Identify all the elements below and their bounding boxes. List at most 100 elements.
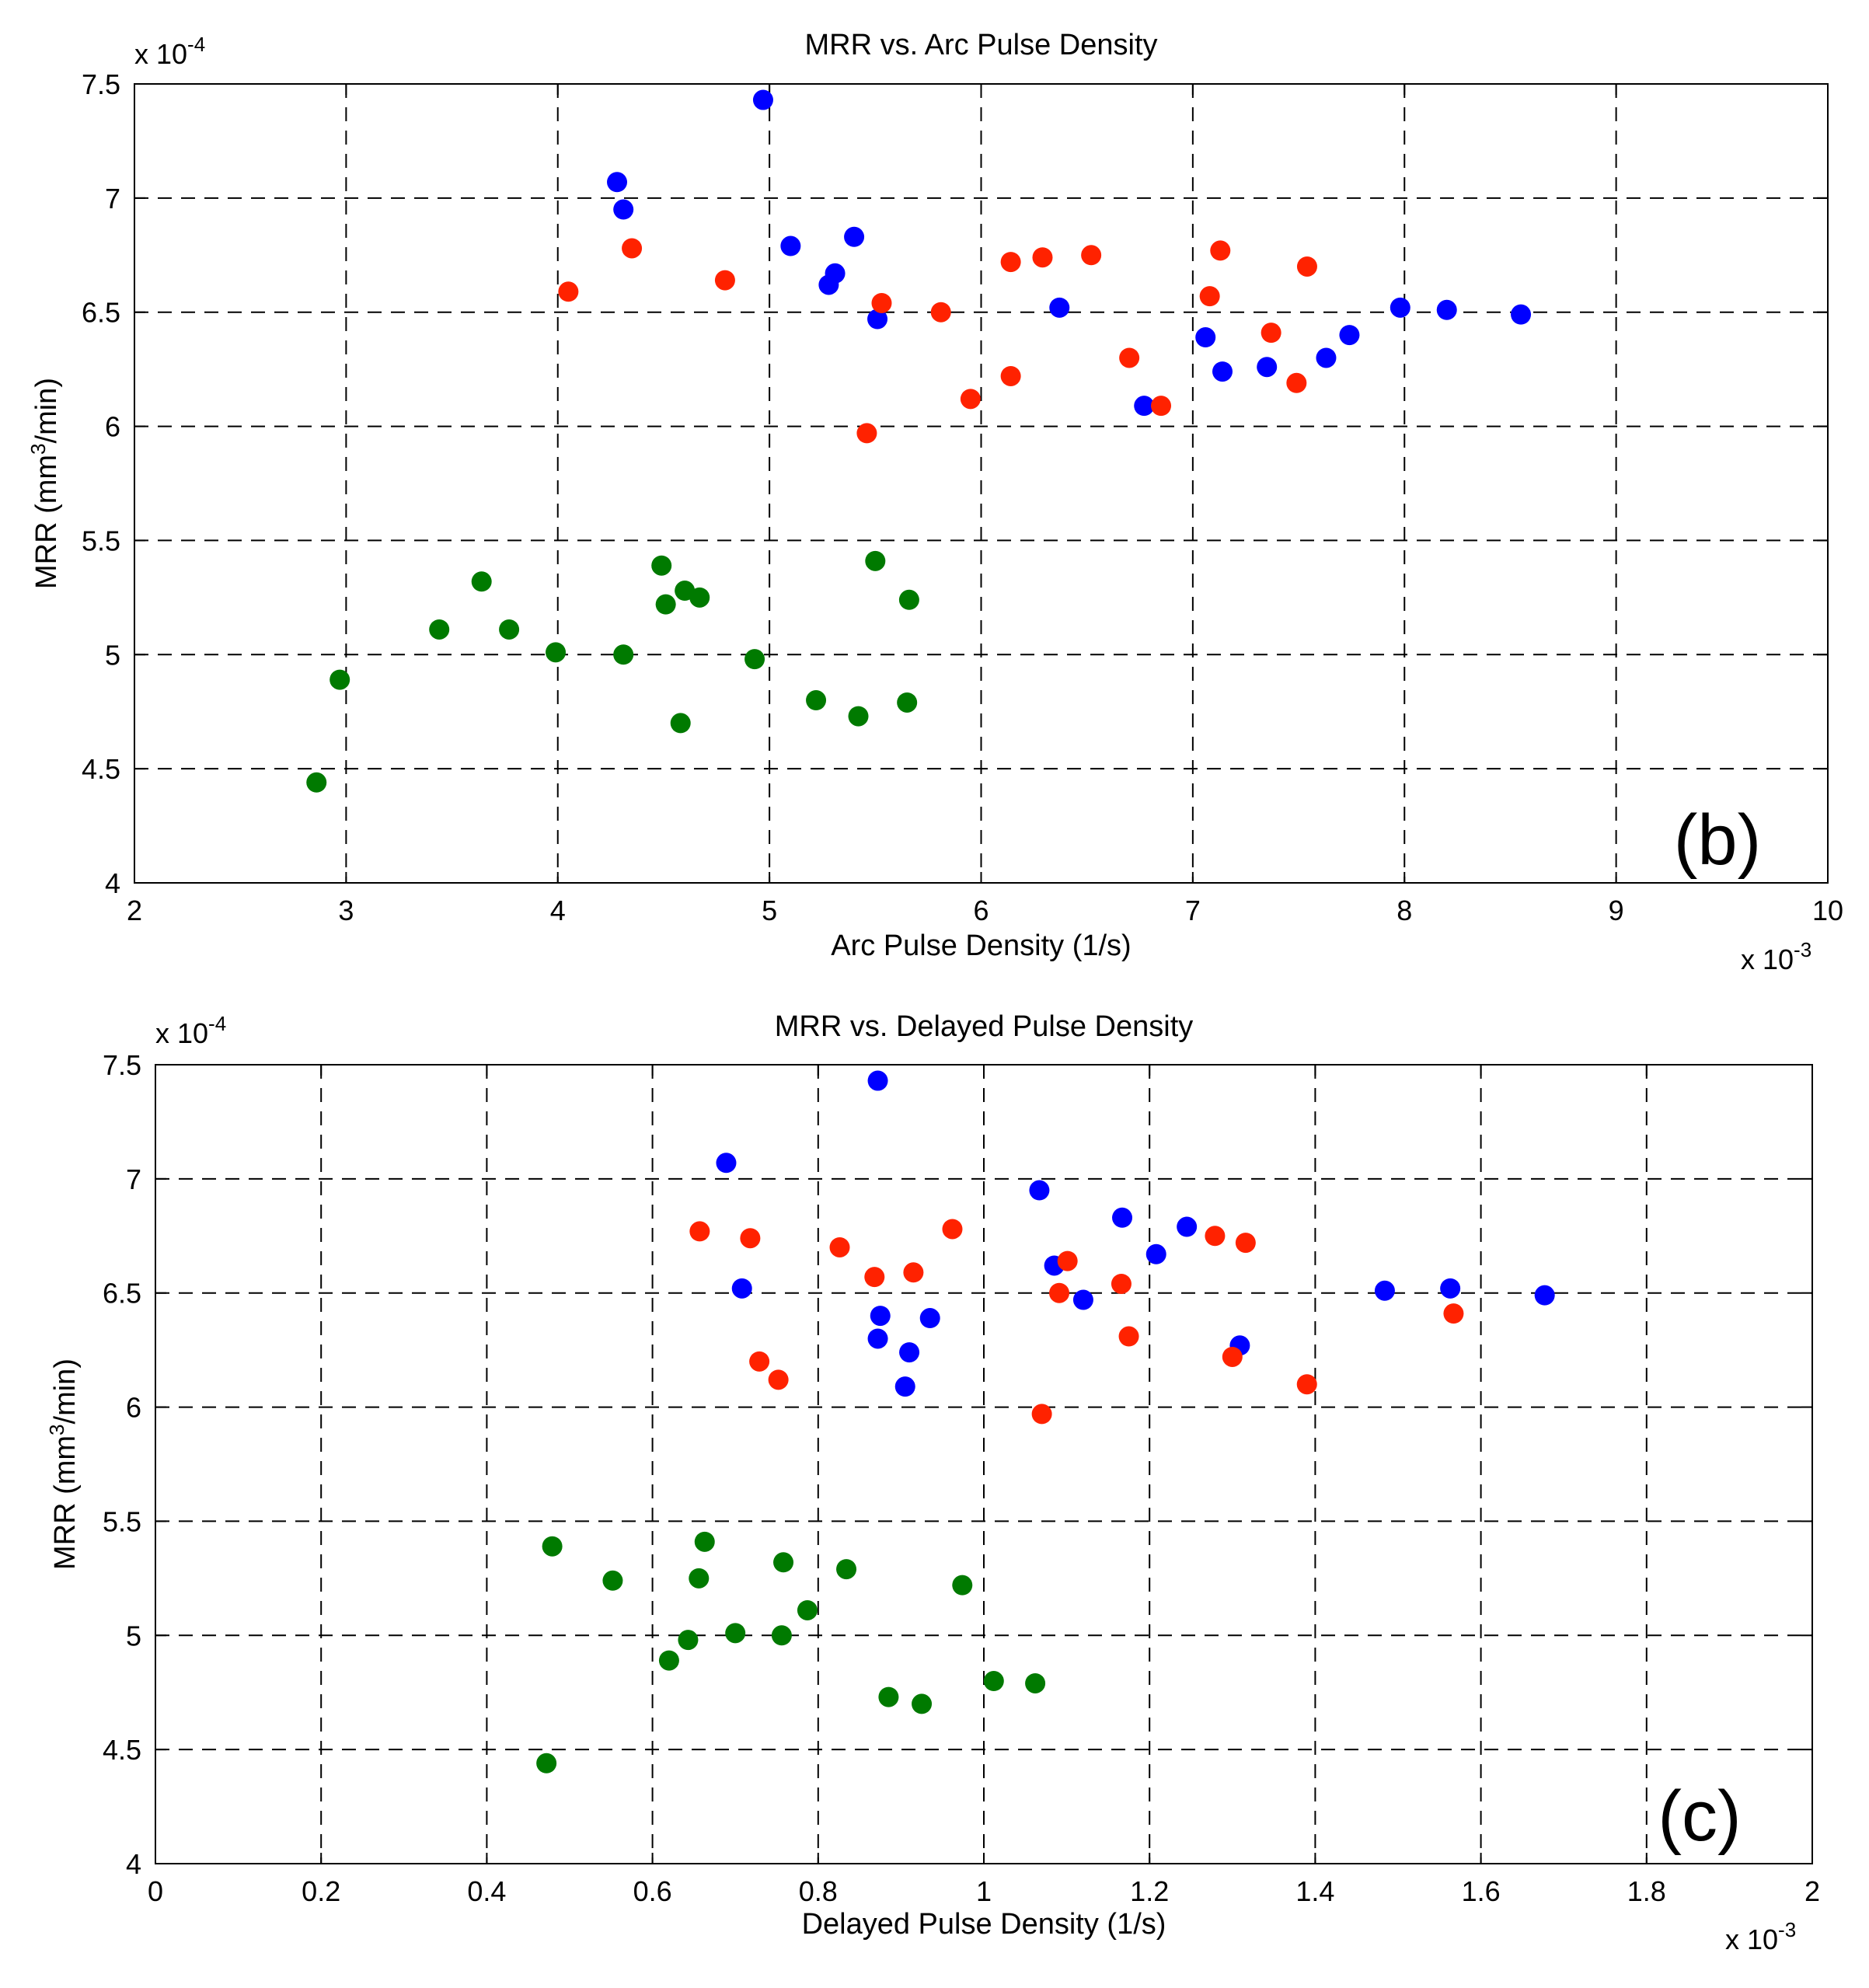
data-point-green (1025, 1672, 1046, 1693)
chart-delayed-pulse-density: 0 0.2 0.4 0.6 0.8 1 1.2 1.4 1.6 1.8 2 4 4.5 5 5.5 6 6.5 7… (45, 1010, 1820, 1955)
chart-title: MRR vs. Delayed Pulse Density (775, 1010, 1194, 1043)
chart-title: MRR vs. Arc Pulse Density (805, 29, 1158, 61)
data-point-red (740, 1228, 761, 1249)
data-point-blue (1511, 304, 1532, 325)
data-point-red (930, 302, 951, 323)
x-tick-label: 4 (550, 895, 566, 926)
data-point-green (771, 1625, 792, 1646)
data-point-blue (1049, 297, 1070, 318)
data-point-blue (1390, 297, 1410, 318)
panel-label: (b) (1674, 800, 1761, 880)
data-point-red (942, 1219, 963, 1240)
data-point-red (1049, 1282, 1070, 1303)
data-point-green (689, 587, 710, 608)
data-point-green (694, 1531, 715, 1552)
data-point-blue (870, 1306, 891, 1327)
x-tick-label: 10 (1812, 895, 1843, 926)
data-point-red (829, 1236, 850, 1257)
data-point-green (878, 1686, 899, 1707)
data-point-red (856, 423, 877, 444)
data-point-red (1296, 256, 1317, 277)
data-point-red (768, 1369, 789, 1390)
x-tick-label: 1.6 (1462, 1875, 1501, 1907)
panel-label: (c) (1658, 1777, 1741, 1856)
x-tick-label: 0.8 (799, 1875, 838, 1907)
x-tick-label: 8 (1397, 895, 1412, 926)
x-exponent-power: -3 (1794, 938, 1811, 961)
data-point-red (1261, 323, 1281, 344)
data-point-red (1443, 1303, 1464, 1324)
chart-arc-pulse-density: 2 3 4 5 6 7 8 9 10 4 4.5 5 5.5 6 6.5 7 7.5 MRR vs. Arc Pu… (26, 29, 1843, 975)
x-tick-label: 5 (762, 895, 777, 926)
data-point-blue (899, 1342, 920, 1363)
x-tick-label: 9 (1609, 895, 1624, 926)
data-point-blue (1339, 325, 1360, 346)
data-point-green (651, 555, 672, 576)
y-exponent-power: -4 (208, 1012, 226, 1035)
x-tick-label: 1 (976, 1875, 992, 1907)
data-point-blue (1212, 361, 1233, 382)
data-point-red (1199, 286, 1220, 307)
data-point-green (670, 713, 691, 734)
data-point-red (1000, 365, 1021, 386)
data-point-red (689, 1221, 710, 1242)
data-point-green (306, 772, 327, 793)
data-point-red (871, 292, 892, 313)
data-point-blue (1029, 1180, 1050, 1201)
data-point-red (960, 389, 981, 410)
data-point-blue (1316, 347, 1337, 368)
y-exponent-label: x 10-4 (155, 1012, 226, 1049)
data-point-green (952, 1575, 973, 1596)
x-exponent-power: -3 (1778, 1918, 1796, 1941)
data-point-green (658, 1650, 679, 1671)
data-point-green (848, 706, 869, 727)
data-point-green (773, 1552, 794, 1573)
y-tick-label: 5 (126, 1620, 141, 1651)
data-point-red (1210, 240, 1231, 261)
data-point-green (725, 1623, 746, 1644)
data-point-blue (867, 309, 888, 330)
y-axis-label: MRR (mm3/min) (45, 1358, 82, 1570)
y-axis-label: MRR (mm3/min) (26, 378, 63, 589)
x-tick-label: 0.4 (467, 1875, 506, 1907)
y-tick-label: 5 (105, 639, 120, 671)
y-tick-label: 7 (105, 183, 120, 214)
data-point-red (1205, 1226, 1226, 1247)
data-point-blue (1134, 396, 1155, 417)
data-point-blue (1534, 1285, 1555, 1306)
data-point-green (471, 571, 492, 592)
x-tick-label: 1.4 (1295, 1875, 1334, 1907)
data-point-green (546, 642, 567, 663)
data-point-green (655, 594, 676, 615)
data-point-red (1000, 252, 1021, 273)
data-point-blue (1374, 1280, 1395, 1301)
x-exponent-base: x 10 (1741, 943, 1794, 975)
data-point-red (1081, 245, 1102, 266)
data-point-green (897, 692, 918, 713)
x-tick-label: 7 (1185, 895, 1201, 926)
y-tick-label: 6 (126, 1392, 141, 1424)
data-point-red (1031, 1404, 1052, 1425)
y-tick-label: 4.5 (103, 1734, 141, 1766)
data-point-blue (844, 226, 865, 247)
y-tick-label: 7.5 (82, 68, 120, 100)
x-exponent-base: x 10 (1725, 1923, 1778, 1955)
x-tick-label: 0.6 (633, 1875, 672, 1907)
data-point-green (983, 1671, 1004, 1692)
data-point-blue (607, 172, 628, 193)
data-point-green (429, 619, 450, 640)
data-point-green (689, 1568, 710, 1589)
data-point-blue (1257, 357, 1278, 378)
data-point-blue (1436, 299, 1457, 320)
y-axis-label-main: MRR (mm (49, 1435, 82, 1570)
data-point-blue (716, 1153, 737, 1174)
y-exponent-base: x 10 (134, 38, 187, 70)
x-axis-label: Delayed Pulse Density (1/s) (802, 1908, 1166, 1941)
data-point-red (1222, 1346, 1243, 1367)
y-tick-label: 6 (105, 411, 120, 443)
x-tick-label: 1.8 (1627, 1875, 1666, 1907)
y-axis-label-main: MRR (mm (30, 455, 63, 589)
y-tick-label: 6.5 (103, 1278, 141, 1310)
x-tick-label: 2 (1804, 1875, 1820, 1907)
